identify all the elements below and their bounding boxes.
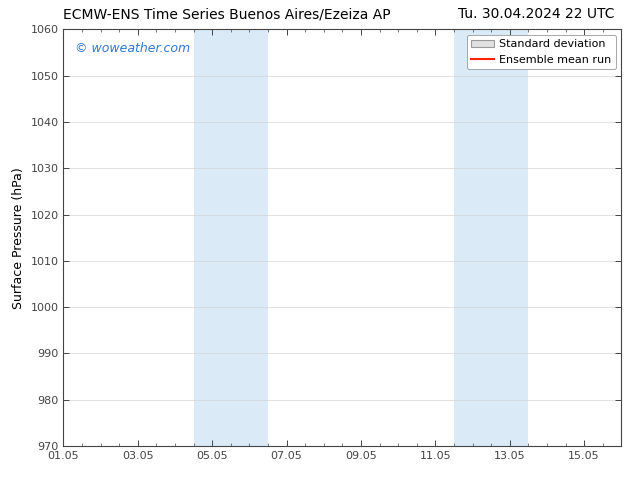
Bar: [454, 29, 528, 446]
Text: ECMW-ENS Time Series Buenos Aires/Ezeiza AP: ECMW-ENS Time Series Buenos Aires/Ezeiza…: [63, 7, 391, 22]
Y-axis label: Surface Pressure (hPa): Surface Pressure (hPa): [12, 167, 25, 309]
Text: Tu. 30.04.2024 22 UTC: Tu. 30.04.2024 22 UTC: [458, 7, 615, 22]
Legend: Standard deviation, Ensemble mean run: Standard deviation, Ensemble mean run: [467, 35, 616, 70]
Bar: [193, 29, 268, 446]
Text: © woweather.com: © woweather.com: [75, 42, 190, 55]
